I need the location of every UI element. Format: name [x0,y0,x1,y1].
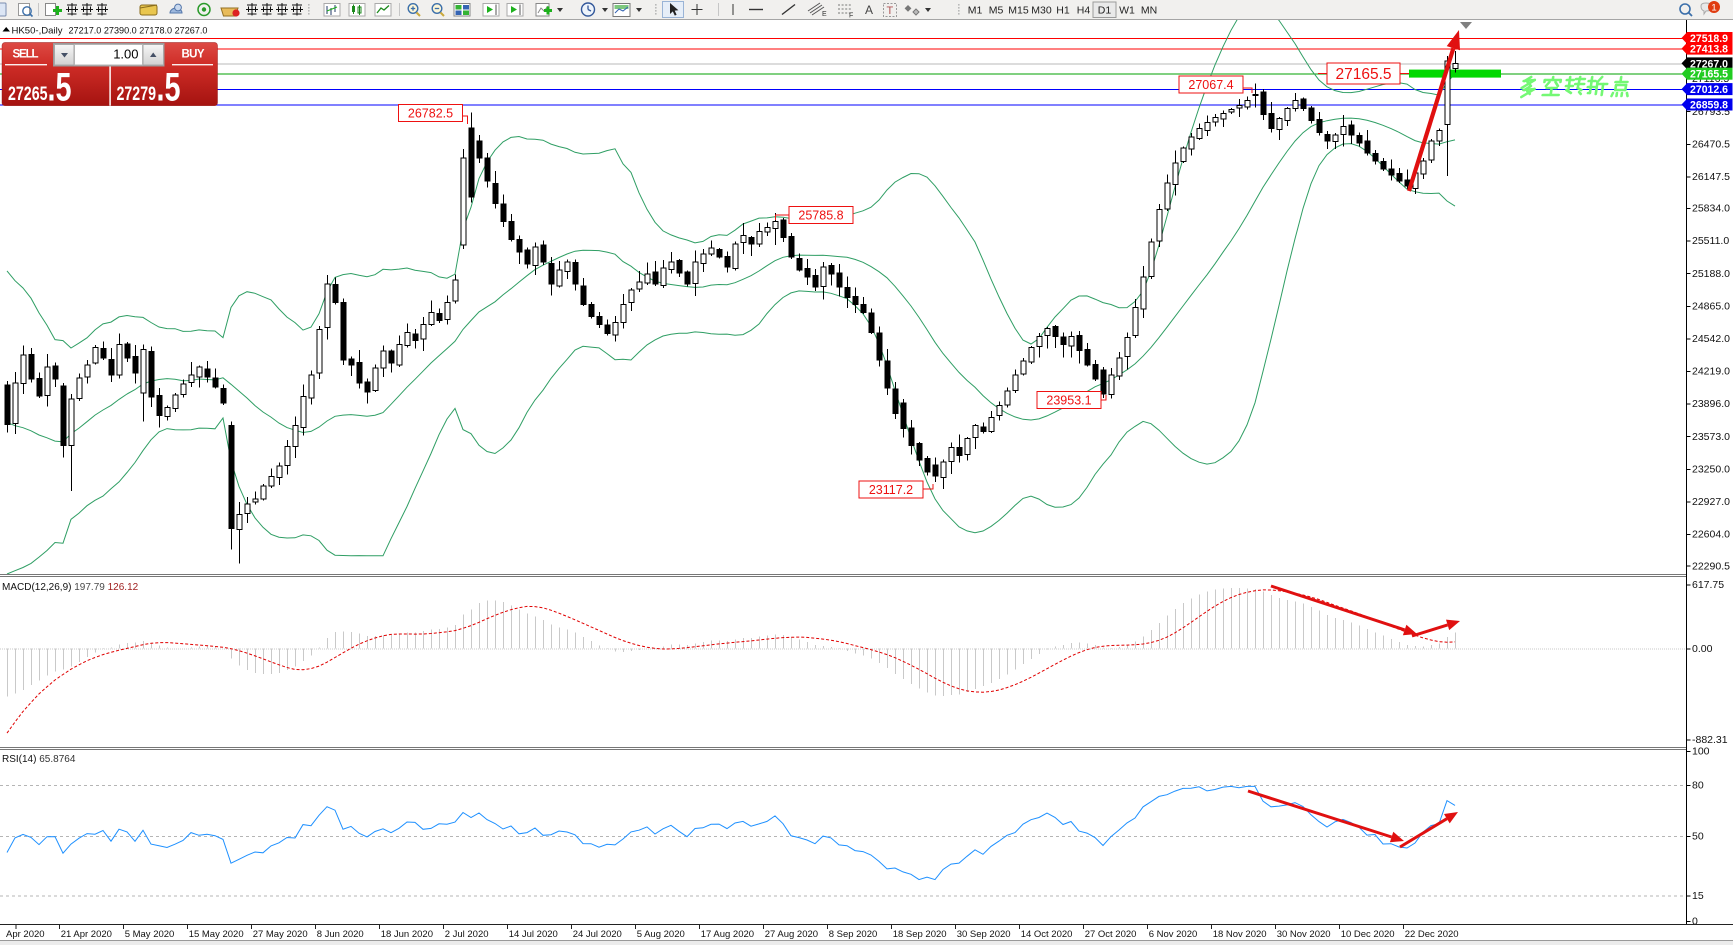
svg-text:HK50-,Daily: HK50-,Daily [12,26,63,36]
svg-text:.5: .5 [48,66,72,110]
svg-text:26782.5: 26782.5 [408,106,453,120]
svg-text:0: 0 [1692,916,1698,928]
svg-text:22290.5: 22290.5 [1692,560,1730,572]
svg-text:27 Aug 2020: 27 Aug 2020 [765,929,818,940]
svg-text:18 Jun 2020: 18 Jun 2020 [381,929,433,940]
svg-text:27165.5: 27165.5 [1690,69,1728,81]
svg-text:27 Oct 2020: 27 Oct 2020 [1085,929,1137,940]
svg-text:E: E [822,11,827,18]
svg-text:24865.0: 24865.0 [1692,300,1730,312]
svg-text:M15: M15 [1008,5,1029,17]
svg-text:2 Jul 2020: 2 Jul 2020 [445,929,489,940]
svg-text:Apr 2020: Apr 2020 [6,929,45,940]
svg-text:24542.0: 24542.0 [1692,333,1730,345]
svg-text:27518.9: 27518.9 [1690,33,1728,45]
svg-text:27267.0: 27267.0 [1690,58,1728,70]
svg-text:0.00: 0.00 [1692,643,1713,655]
svg-text:27217.0 27390.0 27178.0 27267.: 27217.0 27390.0 27178.0 27267.0 [69,26,208,36]
svg-text:SELL: SELL [13,49,39,61]
svg-text:BUY: BUY [182,49,205,61]
svg-text:M1: M1 [968,5,983,17]
svg-text:18 Nov 2020: 18 Nov 2020 [1213,929,1267,940]
svg-text:27279: 27279 [117,84,157,105]
svg-text:14 Jul 2020: 14 Jul 2020 [509,929,558,940]
svg-text:M5: M5 [989,5,1004,17]
svg-text:1: 1 [1711,3,1716,14]
svg-text:26470.5: 26470.5 [1692,138,1730,150]
svg-text:30 Sep 2020: 30 Sep 2020 [957,929,1011,940]
svg-text:617.75: 617.75 [1692,579,1724,591]
svg-text:5 Aug 2020: 5 Aug 2020 [637,929,685,940]
svg-text:H1: H1 [1056,5,1070,17]
svg-text:27012.6: 27012.6 [1690,84,1728,96]
svg-text:23117.2: 23117.2 [869,483,913,497]
svg-text:24 Jul 2020: 24 Jul 2020 [573,929,622,940]
svg-text:25511.0: 25511.0 [1692,235,1729,247]
svg-text:10 Dec 2020: 10 Dec 2020 [1341,929,1395,940]
svg-text:24219.0: 24219.0 [1692,366,1730,378]
svg-text:W1: W1 [1119,5,1135,17]
svg-text:14 Oct 2020: 14 Oct 2020 [1021,929,1073,940]
svg-text:50: 50 [1692,831,1704,843]
svg-text:22 Dec 2020: 22 Dec 2020 [1405,929,1459,940]
svg-text:23953.1: 23953.1 [1046,393,1091,407]
svg-text:-882.31: -882.31 [1692,734,1728,746]
svg-text:T: T [887,5,894,17]
svg-text:30 Nov 2020: 30 Nov 2020 [1277,929,1331,940]
svg-text:26147.5: 26147.5 [1692,171,1730,183]
svg-text:27067.4: 27067.4 [1188,78,1233,92]
svg-text:22927.0: 22927.0 [1692,496,1730,508]
svg-text:8 Jun 2020: 8 Jun 2020 [317,929,364,940]
svg-text:27265: 27265 [8,84,48,105]
svg-text:RSI(14) 65.8764: RSI(14) 65.8764 [2,754,76,765]
svg-text:MACD(12,26,9) 197.79 126.12: MACD(12,26,9) 197.79 126.12 [2,582,139,593]
svg-text:15: 15 [1692,890,1704,902]
svg-text:17 Aug 2020: 17 Aug 2020 [701,929,754,940]
svg-text:H4: H4 [1077,5,1091,17]
svg-text:D1: D1 [1098,5,1112,17]
svg-text:21 Apr 2020: 21 Apr 2020 [61,929,112,940]
svg-text:6 Nov 2020: 6 Nov 2020 [1149,929,1198,940]
svg-text:1.00: 1.00 [113,47,138,62]
svg-text:23250.0: 23250.0 [1692,463,1730,475]
svg-text:.5: .5 [157,66,181,110]
svg-text:22604.0: 22604.0 [1692,529,1730,541]
svg-text:25785.8: 25785.8 [798,208,843,222]
svg-text:27165.5: 27165.5 [1335,66,1391,83]
svg-text:A: A [865,3,873,17]
svg-text:M30: M30 [1031,5,1052,17]
svg-text:25834.0: 25834.0 [1692,203,1730,215]
svg-text:25188.0: 25188.0 [1692,268,1730,280]
svg-text:27 May 2020: 27 May 2020 [253,929,308,940]
svg-text:15 May 2020: 15 May 2020 [189,929,244,940]
svg-text:5 May 2020: 5 May 2020 [125,929,175,940]
svg-text:100: 100 [1692,746,1710,758]
svg-text:MN: MN [1141,5,1157,17]
svg-text:26859.8: 26859.8 [1690,100,1728,112]
svg-text:18 Sep 2020: 18 Sep 2020 [893,929,947,940]
svg-text:F: F [849,13,853,20]
svg-text:23573.0: 23573.0 [1692,431,1730,443]
svg-text:80: 80 [1692,780,1704,792]
svg-text:27413.8: 27413.8 [1690,44,1728,56]
svg-text:8 Sep 2020: 8 Sep 2020 [829,929,878,940]
svg-text:23896.0: 23896.0 [1692,398,1730,410]
